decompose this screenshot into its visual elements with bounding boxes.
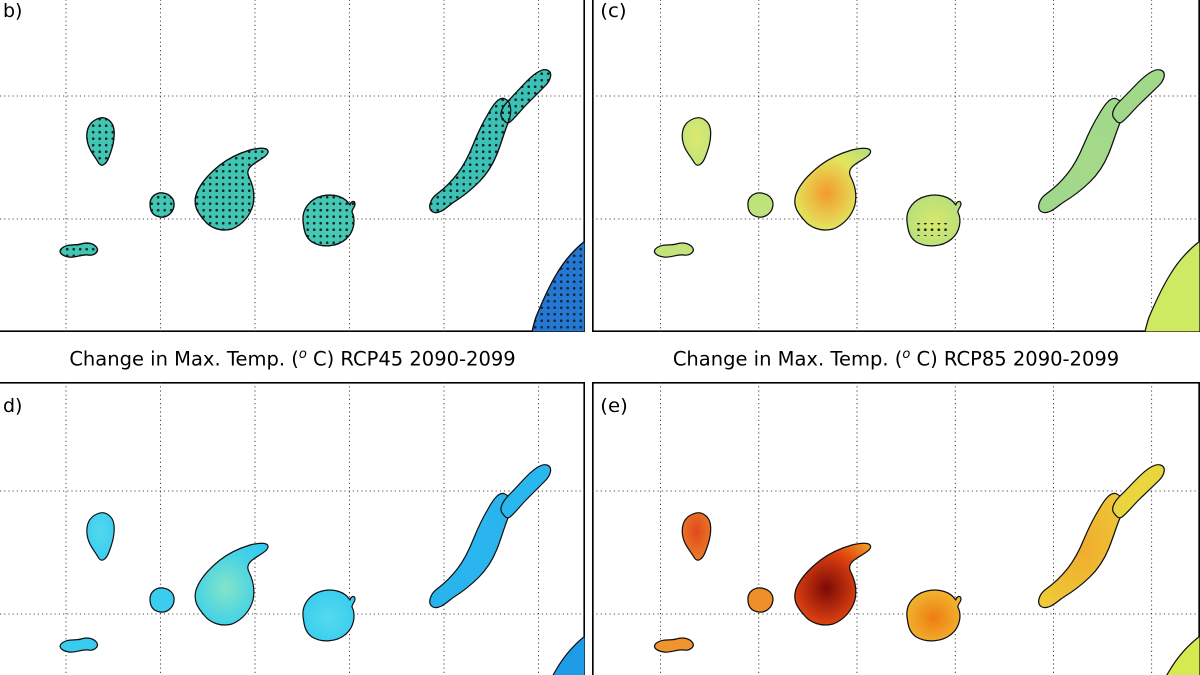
island-gran-canaria	[302, 589, 356, 642]
island-el-hierro	[59, 637, 99, 653]
panel-label-d: d)	[3, 395, 22, 417]
islands	[653, 69, 1200, 332]
title-degree-sup: o	[298, 347, 307, 363]
stipple-island	[531, 240, 585, 332]
island-gran-canaria	[906, 589, 962, 642]
panel-border	[0, 0, 585, 332]
island-la-palma	[681, 512, 712, 561]
island-la-gomera	[747, 192, 774, 218]
africa-coast	[531, 635, 585, 675]
panel-border	[592, 382, 1200, 675]
title-degree-sup: o	[902, 347, 911, 363]
panel-label-b: b)	[3, 0, 22, 22]
stipple-island	[302, 194, 356, 247]
panel-d-title: Change in Max. Temp. (o C) RCP45 2090-20…	[0, 347, 585, 371]
island-gran-canaria	[906, 194, 962, 247]
title-suffix: C) RCP85 2090-2099	[910, 347, 1120, 371]
islands	[653, 464, 1200, 675]
stipple-island	[86, 117, 115, 166]
top-row: b)	[0, 0, 1200, 332]
island-tenerife	[194, 542, 269, 626]
titles-row: Change in Max. Temp. (o C) RCP45 2090-20…	[0, 332, 1200, 382]
stipple-patch-gran-canaria	[914, 223, 948, 236]
island-el-hierro	[653, 242, 694, 258]
africa-coast	[1144, 635, 1200, 675]
bottom-row: d)	[0, 382, 1200, 675]
panel-c: (c)	[592, 0, 1200, 332]
panel-label-c: (c)	[600, 0, 626, 22]
island-tenerife	[794, 542, 872, 626]
island-la-palma	[86, 512, 115, 561]
island-el-hierro	[653, 637, 694, 653]
panel-e-title: Change in Max. Temp. (o C) RCP85 2090-20…	[592, 347, 1200, 371]
stipple-island	[194, 147, 269, 231]
panel-border	[0, 382, 585, 675]
stipple-island	[149, 192, 175, 218]
africa-coast	[1144, 240, 1200, 332]
title-prefix: Change in Max. Temp. (	[69, 347, 299, 371]
panel-e: (e)	[592, 382, 1200, 675]
title-prefix: Change in Max. Temp. (	[672, 347, 903, 371]
panel-d: d)	[0, 382, 585, 675]
column-gap	[585, 382, 592, 675]
island-fuerteventura	[1038, 492, 1124, 609]
panel-b: b)	[0, 0, 585, 332]
panel-label-e: (e)	[600, 394, 628, 417]
panel-border	[592, 0, 1200, 332]
stipple-overlay	[59, 69, 585, 332]
stipple-island	[429, 97, 512, 214]
islands	[59, 464, 585, 675]
island-la-gomera	[747, 587, 774, 613]
stipple-island	[59, 242, 99, 258]
title-suffix: C) RCP45 2090-2099	[306, 347, 516, 371]
island-fuerteventura	[429, 492, 512, 609]
island-la-gomera	[149, 587, 175, 613]
island-la-palma	[681, 117, 712, 166]
grid-lines	[592, 0, 1200, 332]
column-gap	[585, 0, 592, 332]
island-fuerteventura	[1038, 97, 1124, 214]
grid-lines	[0, 0, 585, 332]
island-tenerife	[794, 147, 872, 231]
